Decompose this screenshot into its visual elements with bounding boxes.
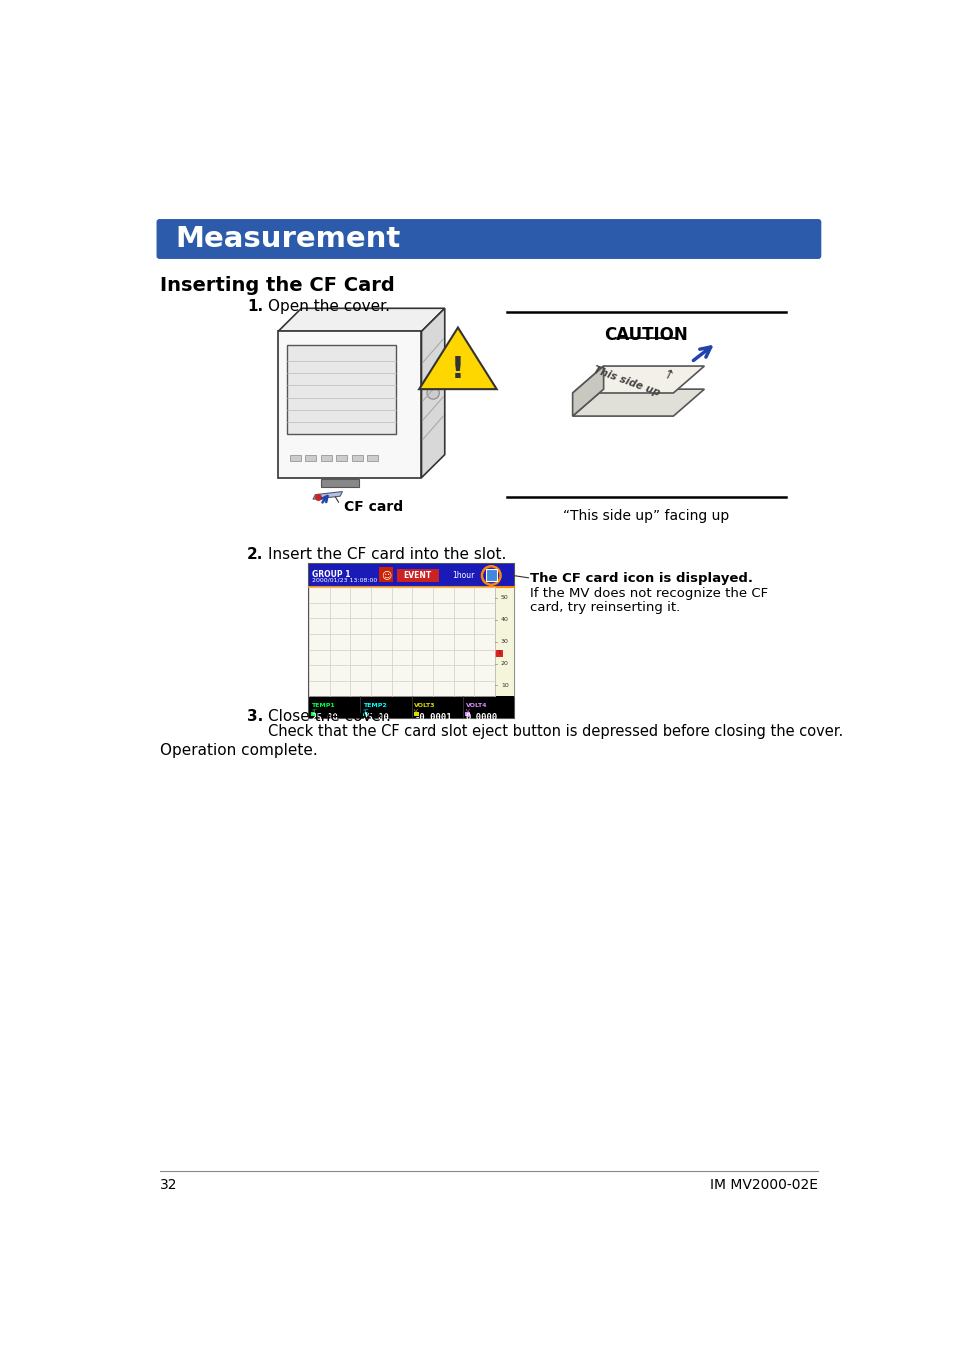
Text: Insert the CF card into the slot.: Insert the CF card into the slot. [268,547,506,562]
Bar [309,564,514,718]
Circle shape [481,566,500,585]
Text: -0.0001: -0.0001 [414,713,452,722]
Text: 32: 32 [159,1179,177,1192]
Text: Check that the CF card slot eject button is depressed before closing the cover.: Check that the CF card slot eject button… [268,724,842,738]
Text: 2.: 2. [247,547,263,562]
Text: Open the cover.: Open the cover. [268,300,390,315]
Text: 1hour: 1hour [452,571,475,580]
Text: 20: 20 [500,662,508,666]
Bar [309,587,495,697]
Text: CAUTION: CAUTION [604,325,687,344]
Bar [414,711,418,717]
Polygon shape [313,491,342,500]
Text: Measurement: Measurement [174,225,400,254]
FancyBboxPatch shape [157,220,820,258]
Text: 3.: 3. [247,709,263,724]
Text: 50: 50 [500,595,508,601]
Text: 25.00: 25.00 [311,713,338,722]
Text: VOLT3: VOLT3 [414,702,436,707]
Polygon shape [572,366,703,393]
Text: 10: 10 [500,683,508,688]
Polygon shape [572,366,603,416]
Bar [287,346,395,433]
Polygon shape [572,389,703,416]
Bar [352,455,362,460]
Bar [485,568,497,580]
Text: ☺: ☺ [380,570,391,579]
Text: °C: °C [362,709,369,714]
Text: VOLT4: VOLT4 [465,702,486,707]
Text: 0.0000: 0.0000 [465,713,497,722]
Text: “This side up” facing up: “This side up” facing up [562,509,729,522]
Bar [320,479,359,487]
Bar [367,455,377,460]
Text: TEMP1: TEMP1 [311,702,335,707]
Text: V: V [465,709,469,714]
Bar [309,564,514,587]
Bar [290,455,300,460]
Bar [378,567,393,582]
Text: card, try reinserting it.: card, try reinserting it. [530,601,679,614]
Bar [311,711,315,717]
Text: °C: °C [311,709,317,714]
Bar [495,587,514,697]
Polygon shape [418,328,497,389]
Bar [305,455,315,460]
Text: GROUP 1: GROUP 1 [312,570,351,579]
Text: IM MV2000-02E: IM MV2000-02E [710,1179,818,1192]
Polygon shape [421,308,444,478]
Text: Operation complete.: Operation complete. [159,744,317,759]
Polygon shape [278,308,444,331]
Text: V: V [414,709,417,714]
Text: 2000/01/23 13:08:00: 2000/01/23 13:08:00 [312,578,377,583]
Text: 1: 1 [497,651,500,655]
Text: Inserting the CF Card: Inserting the CF Card [159,275,394,294]
Polygon shape [278,331,421,478]
Bar [362,711,367,717]
Circle shape [427,387,439,400]
Bar [335,455,347,460]
Bar [396,568,439,582]
Text: TEMP2: TEMP2 [362,702,386,707]
Text: ↑: ↑ [659,369,675,385]
Text: 40: 40 [500,617,508,622]
Text: Close the cover.: Close the cover. [268,709,391,724]
Bar [320,455,332,460]
Text: !: ! [451,355,464,385]
Text: EVENT: EVENT [403,571,432,580]
Text: 1.: 1. [247,300,263,315]
Text: CF card: CF card [344,500,403,514]
Bar [495,649,502,657]
Text: 30: 30 [500,639,508,644]
Text: 25.00: 25.00 [362,713,389,722]
Text: If the MV does not recognize the CF: If the MV does not recognize the CF [530,587,767,599]
Bar [465,711,470,717]
Text: The CF card icon is displayed.: The CF card icon is displayed. [530,571,752,585]
Text: This side up: This side up [592,364,660,398]
Bar [309,697,514,718]
